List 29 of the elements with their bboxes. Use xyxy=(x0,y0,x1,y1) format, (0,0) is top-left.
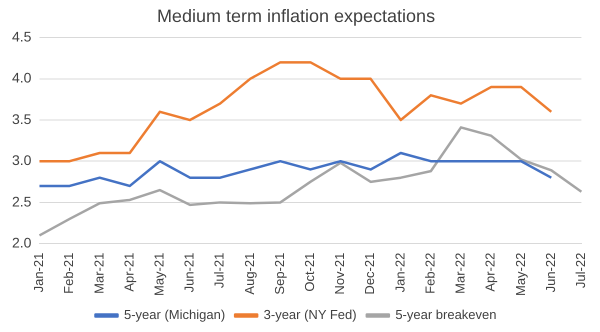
x-tick-label: Nov-21 xyxy=(332,252,348,295)
legend-label: 3-year (NY Fed) xyxy=(264,307,357,322)
x-tick-label: Feb-22 xyxy=(422,252,438,294)
x-tick-label: Aug-21 xyxy=(242,252,257,295)
x-tick-label: Apr-22 xyxy=(482,252,498,292)
x-tick-label: Jun-21 xyxy=(182,252,197,292)
legend-label: 5-year (Michigan) xyxy=(124,307,226,322)
x-tick-label: Jul-21 xyxy=(212,252,227,288)
y-tick-label: 4.5 xyxy=(12,28,32,44)
legend-label: 5-year breakeven xyxy=(395,307,497,322)
x-tick-label: Jan-21 xyxy=(31,252,46,292)
x-tick-label: May-21 xyxy=(151,252,166,296)
chart-title: Medium term inflation expectations xyxy=(156,6,436,26)
x-tick-label: Feb-21 xyxy=(61,252,76,294)
x-tick-label: Sep-21 xyxy=(272,252,287,295)
x-tick-label: Jul-22 xyxy=(572,252,588,288)
x-tick-label: Oct-21 xyxy=(302,252,318,292)
x-tick-label: Apr-21 xyxy=(121,252,136,292)
x-tick-label: May-22 xyxy=(512,252,528,296)
y-tick-label: 2.5 xyxy=(12,193,32,210)
y-tick-label: 3.0 xyxy=(12,152,32,168)
x-tick-label: Mar-22 xyxy=(452,252,468,294)
y-tick-label: 3.5 xyxy=(12,110,32,127)
x-tick-label: Jan-22 xyxy=(392,252,408,292)
y-tick-label: 4.0 xyxy=(12,70,32,86)
x-tick-label: Mar-21 xyxy=(91,252,106,294)
y-tick-label: 2.0 xyxy=(12,234,32,251)
x-tick-label: Jun-22 xyxy=(542,252,558,292)
x-tick-label: Dec-21 xyxy=(362,252,378,295)
